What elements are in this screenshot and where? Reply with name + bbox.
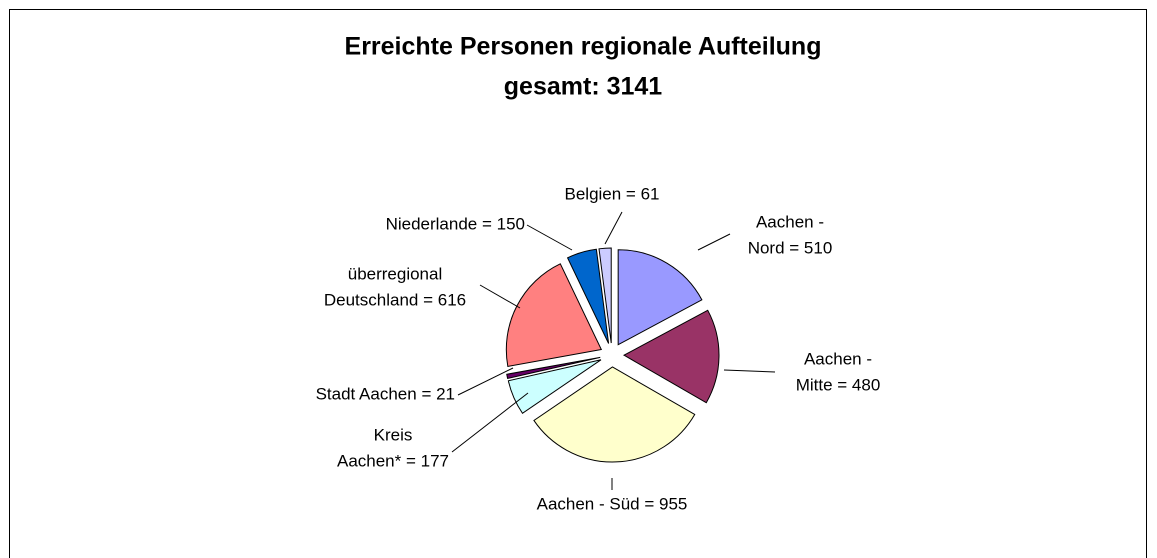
data-label: Aachen* = 177 [337, 451, 449, 470]
leader-line [604, 211, 623, 245]
data-label: Kreis [374, 425, 413, 444]
chart-subtitle: gesamt: 3141 [504, 73, 663, 101]
chart-title: Erreichte Personen regionale Aufteilung [345, 33, 822, 61]
pie-slice [533, 366, 696, 463]
data-label: überregional [348, 264, 443, 283]
data-label: Niederlande = 150 [386, 214, 525, 233]
leader-line [457, 367, 514, 396]
leader-line [479, 284, 521, 309]
frame [9, 9, 1147, 558]
pie-slice [566, 248, 610, 344]
pie-slice [622, 309, 720, 404]
data-label: Aachen - [756, 212, 824, 231]
pie-slice [598, 247, 612, 344]
data-label: Stadt Aachen = 21 [316, 384, 455, 403]
leader-line [723, 369, 776, 373]
data-label: Aachen - Süd = 955 [537, 494, 688, 513]
pie-slice [507, 359, 602, 414]
data-label: Belgien = 61 [565, 184, 660, 203]
leader-line [526, 224, 573, 251]
pie-slice [506, 356, 601, 380]
leader-line [697, 233, 731, 251]
data-label: Mitte = 480 [796, 375, 881, 394]
data-label: Nord = 510 [748, 238, 833, 257]
pie-slice [617, 249, 703, 346]
data-label: Deutschland = 616 [324, 290, 466, 309]
data-label: Aachen - [804, 349, 872, 368]
leader-line [451, 392, 529, 453]
